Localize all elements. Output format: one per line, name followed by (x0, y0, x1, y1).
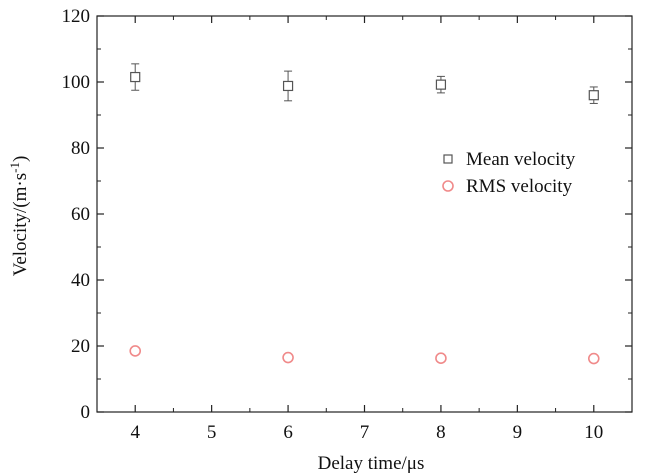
data-marks (129, 63, 600, 365)
legend-mean-marker (443, 154, 453, 164)
x-tick-label: 5 (207, 422, 217, 443)
legend: Mean velocity RMS velocity (442, 149, 576, 197)
x-axis-title: Delay time/μs (318, 453, 425, 474)
y-tick-label: 80 (71, 138, 90, 159)
y-tick-label: 120 (62, 6, 91, 27)
x-tick-label: 9 (513, 422, 523, 443)
x-tick-label: 10 (584, 422, 603, 443)
mean-velocity-point (282, 80, 294, 92)
legend-rms-marker (442, 180, 454, 192)
x-axis: 4 5 6 7 8 9 10 (130, 16, 603, 443)
mean-velocity-point (588, 90, 599, 101)
legend-rms-label: RMS velocity (466, 176, 573, 197)
y-tick-label: 20 (71, 336, 90, 357)
y-axis-title-base: Velocity/(m·s (10, 173, 31, 276)
legend-mean-label: Mean velocity (466, 149, 576, 170)
x-tick-label: 4 (130, 422, 140, 443)
y-axis-title-exponent: -1 (7, 162, 22, 173)
y-axis-title: Velocity/(m·s-1) (7, 156, 31, 277)
x-tick-label: 7 (360, 422, 370, 443)
plot-area (96, 15, 633, 413)
y-tick-label: 0 (81, 402, 91, 423)
y-tick-label: 100 (62, 72, 91, 93)
x-tick-label: 8 (436, 422, 446, 443)
rms-velocity-point (282, 351, 294, 364)
y-tick-label: 40 (71, 270, 90, 291)
x-tick-label: 6 (283, 422, 293, 443)
rms-velocity-point (587, 352, 600, 365)
mean-velocity-point (130, 71, 141, 83)
y-axis: 0 20 40 60 80 100 120 (62, 6, 632, 423)
y-tick-label: 60 (71, 204, 90, 225)
rms-velocity-point (435, 352, 447, 365)
mean-velocity-point (435, 79, 447, 90)
plot-frame (96, 15, 633, 413)
y-axis-title-close: ) (10, 156, 31, 162)
rms-velocity-point (129, 345, 142, 357)
